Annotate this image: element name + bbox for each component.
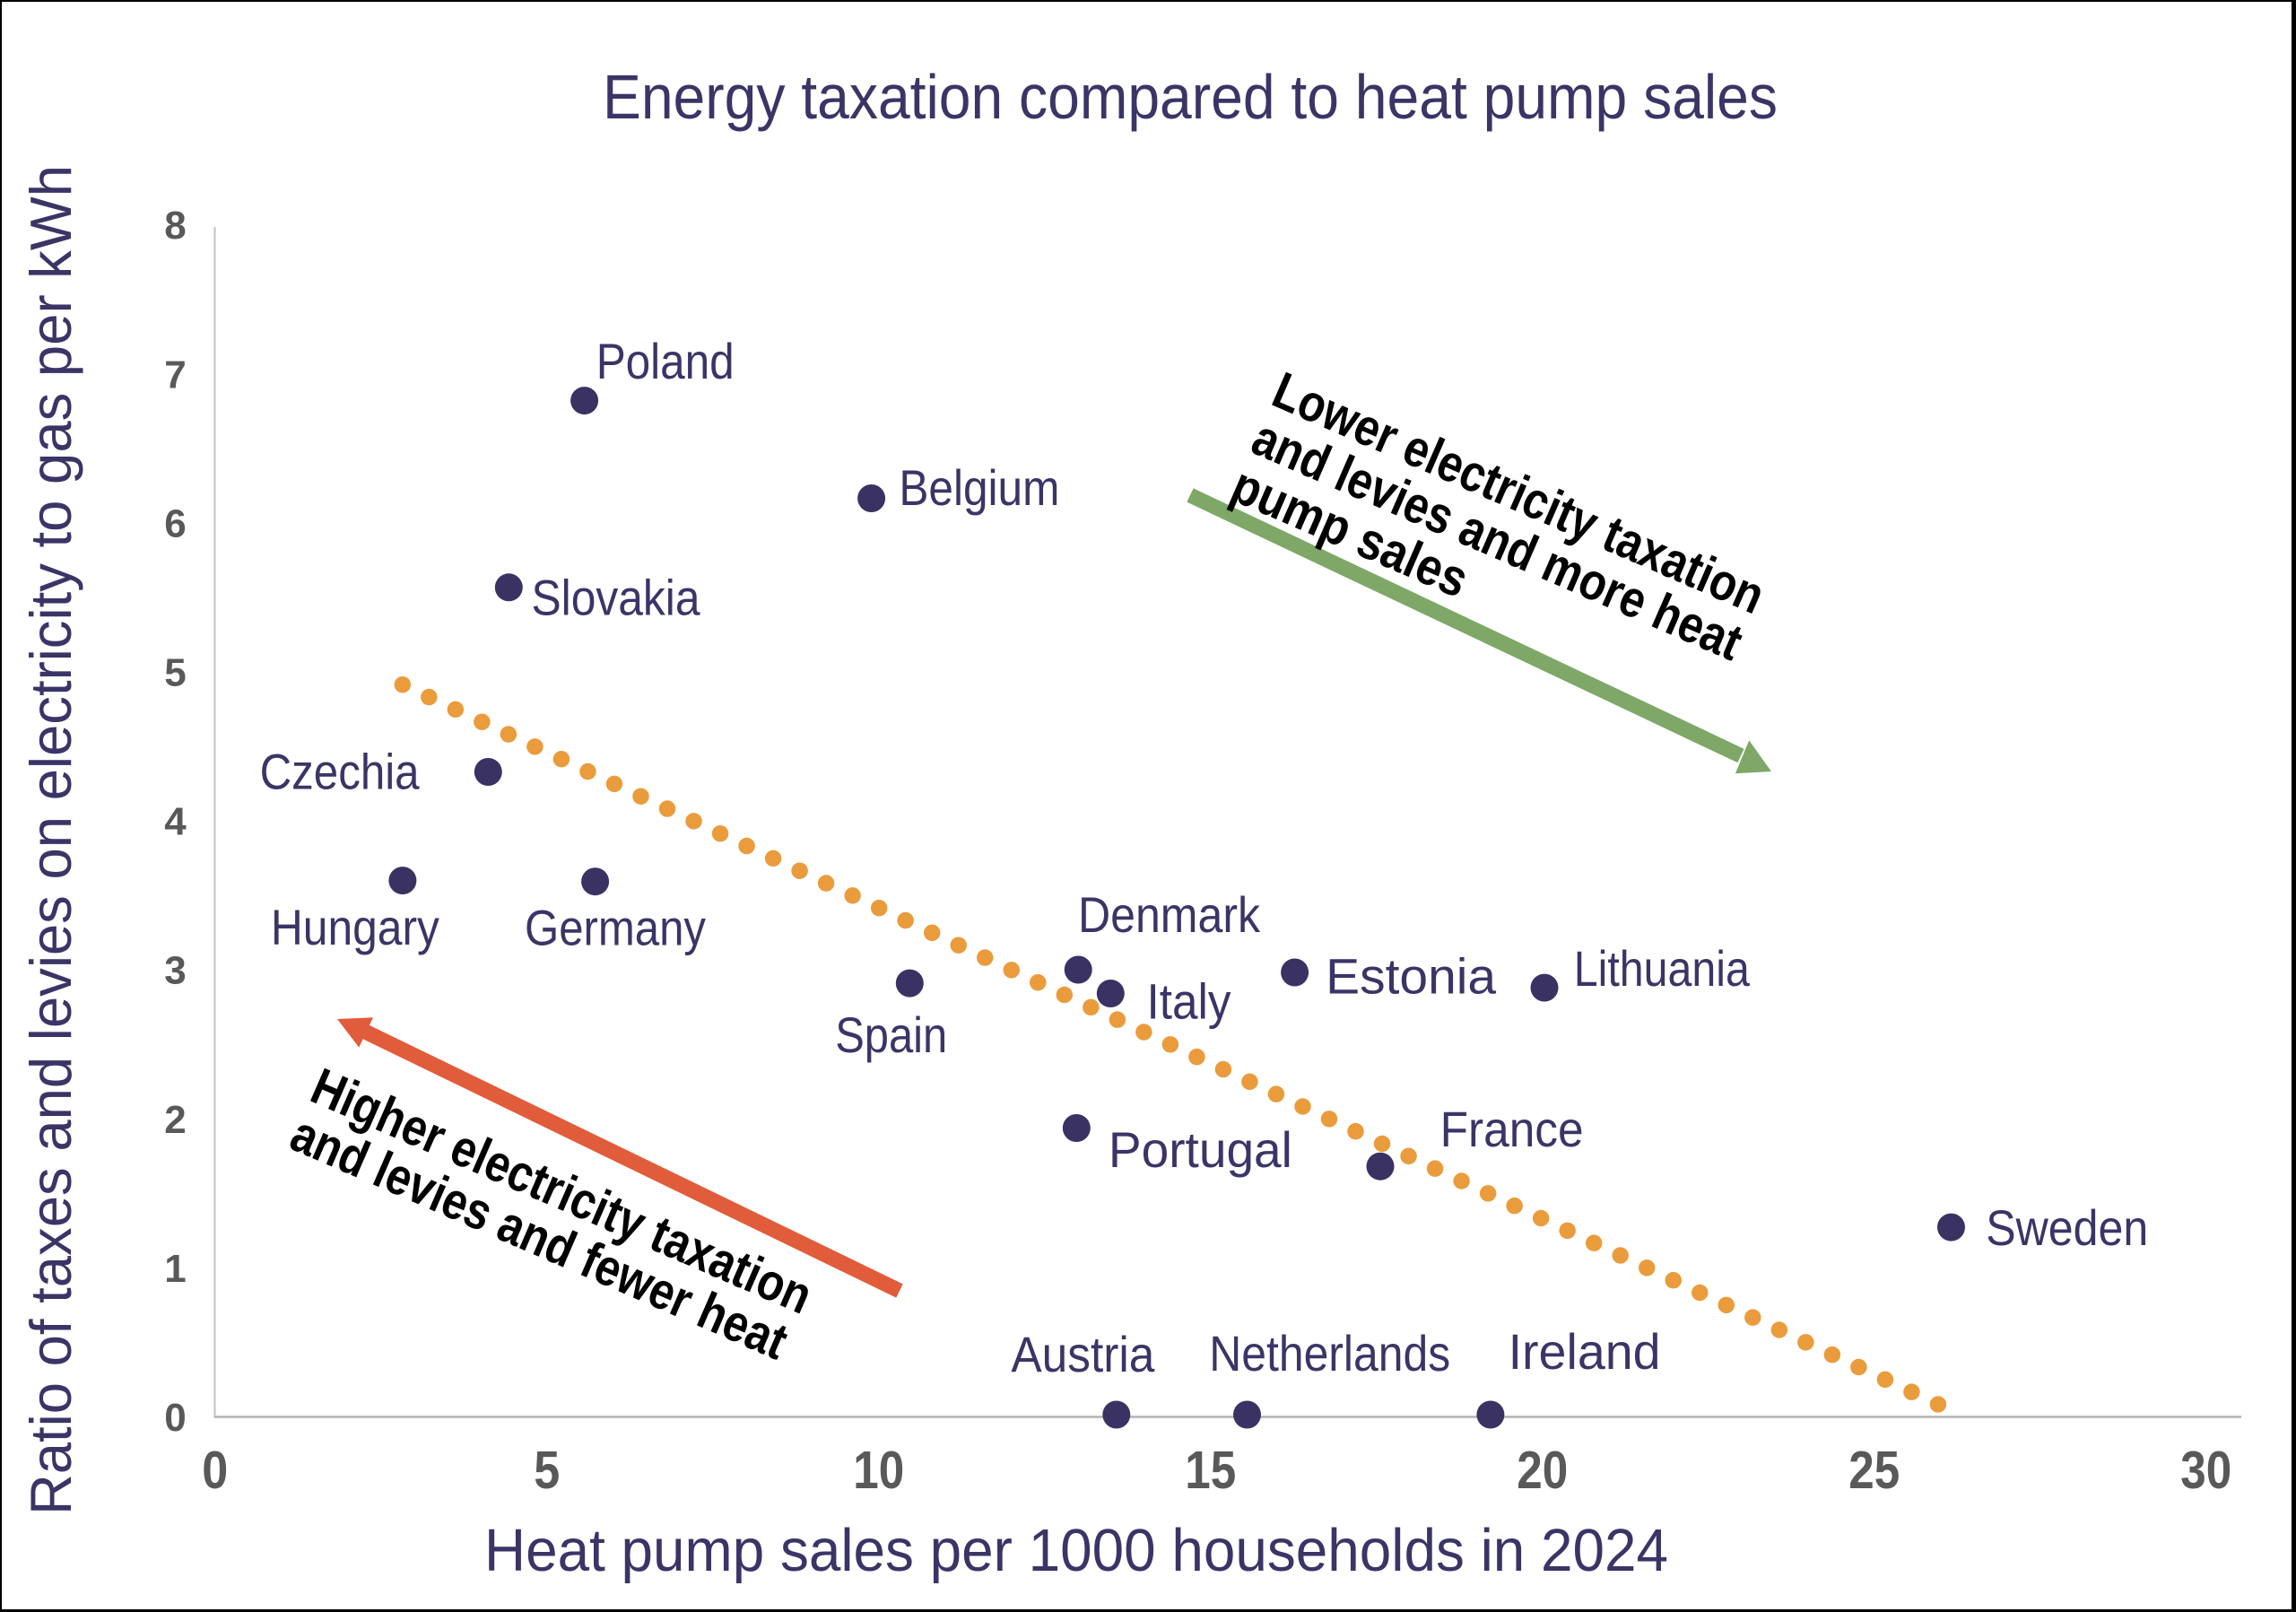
svg-text:Belgium: Belgium [899, 459, 1059, 516]
svg-text:Hungary: Hungary [271, 899, 439, 955]
svg-text:Lithuania: Lithuania [1574, 940, 1751, 997]
svg-text:France: France [1440, 1101, 1584, 1157]
svg-text:6: 6 [164, 501, 186, 545]
svg-text:5: 5 [534, 1441, 560, 1500]
svg-text:30: 30 [2180, 1441, 2231, 1500]
svg-text:Denmark: Denmark [1078, 886, 1261, 943]
svg-text:1: 1 [164, 1247, 186, 1291]
svg-text:Czechia: Czechia [260, 744, 421, 800]
svg-text:Poland: Poland [596, 333, 735, 389]
svg-text:25: 25 [1848, 1441, 1900, 1500]
svg-text:0: 0 [202, 1441, 228, 1500]
svg-text:Sweden: Sweden [1986, 1199, 2148, 1256]
svg-text:Germany: Germany [525, 900, 706, 956]
svg-text:15: 15 [1185, 1441, 1236, 1500]
svg-text:5: 5 [164, 651, 186, 695]
svg-text:4: 4 [164, 800, 187, 844]
svg-text:8: 8 [164, 204, 186, 248]
svg-text:7: 7 [164, 353, 186, 396]
svg-text:Netherlands: Netherlands [1209, 1325, 1450, 1381]
svg-text:Ratio of taxes and levies on e: Ratio of taxes and levies on electricity… [18, 165, 83, 1515]
svg-text:Portugal: Portugal [1109, 1121, 1292, 1178]
svg-text:Estonia: Estonia [1326, 947, 1497, 1004]
svg-text:Italy: Italy [1147, 973, 1231, 1030]
svg-text:Heat pump sales per 1000 house: Heat pump sales per 1000 households in 2… [484, 1517, 1668, 1584]
svg-text:10: 10 [853, 1441, 904, 1500]
svg-text:0: 0 [164, 1396, 186, 1440]
svg-text:Slovakia: Slovakia [532, 569, 701, 625]
svg-text:3: 3 [164, 949, 186, 993]
svg-text:Spain: Spain [835, 1006, 947, 1063]
svg-text:Energy taxation compared to he: Energy taxation compared to heat pump sa… [603, 62, 1778, 132]
svg-text:20: 20 [1517, 1441, 1568, 1500]
svg-text:Ireland: Ireland [1509, 1323, 1661, 1380]
svg-text:2: 2 [164, 1098, 186, 1142]
svg-text:Austria: Austria [1011, 1326, 1155, 1382]
